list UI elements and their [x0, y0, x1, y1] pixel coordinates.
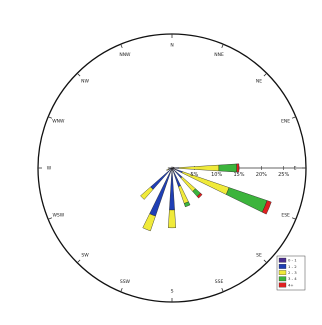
petal-ssw-bin2	[142, 213, 156, 232]
petal-sw-bin2	[140, 186, 154, 200]
ring-label: 5%	[190, 172, 198, 178]
ring-label: 15%	[233, 172, 244, 178]
petal-e-bin2	[178, 164, 220, 172]
direction-label-e: E	[294, 166, 297, 172]
direction-label-se: SE	[256, 253, 262, 259]
compass-tick	[221, 44, 224, 49]
petal-ssw-bin1	[149, 169, 172, 217]
legend-label: 3 - 4	[288, 276, 297, 281]
petal-se-bin2	[180, 176, 196, 192]
compass-tick	[221, 287, 224, 292]
compass-tick	[48, 217, 53, 220]
direction-label-nne: NNE	[214, 52, 224, 58]
legend-label: 1 - 2	[288, 264, 297, 269]
compass-tick	[120, 287, 123, 292]
rose-petals	[140, 163, 272, 232]
direction-label-sse: SSE	[215, 279, 224, 285]
legend-label: 4+	[288, 282, 294, 287]
compass-tick	[76, 72, 81, 77]
legend-label: 2 - 3	[288, 270, 297, 275]
petal-e-bin1	[176, 167, 179, 169]
direction-label-ssw: SSW	[120, 279, 131, 285]
ring-labels: 5% 10% 15% 20% 25%	[190, 172, 289, 178]
petal-wsw-bin2	[166, 168, 170, 171]
direction-label-w: W	[47, 166, 52, 172]
direction-label-s: S	[171, 289, 174, 295]
petal-ese-bin3	[225, 187, 268, 213]
legend-label: 0 - 1	[288, 258, 297, 263]
direction-label-n: N	[170, 43, 173, 49]
direction-label-wsw: WSW	[52, 213, 64, 219]
direction-label-nw: NW	[81, 79, 89, 85]
direction-labels: N NNE NE ENE E ESE SE SSE S SSW SW WSW W WNW NW NNW	[47, 43, 297, 295]
petal-s-bin2	[168, 209, 176, 229]
compass-tick	[263, 72, 268, 77]
petal-ene-bin0	[171, 166, 175, 169]
compass-tick	[291, 217, 296, 220]
petal-w-bin2	[167, 167, 170, 169]
legend: 0 - 11 - 22 - 33 - 44+	[276, 255, 306, 291]
compass-tick	[263, 259, 268, 264]
compass-tick	[76, 259, 81, 264]
direction-label-ne: NE	[256, 79, 262, 85]
petal-sse-bin3	[183, 201, 191, 208]
direction-label-sw: SW	[81, 253, 89, 259]
petal-e-bin4	[236, 163, 240, 173]
legend-swatch	[278, 276, 287, 282]
compass-tick	[291, 116, 296, 119]
legend-swatch	[278, 264, 287, 269]
direction-label-nnw: NNW	[119, 52, 131, 58]
legend-swatch	[278, 257, 287, 263]
compass-tick	[48, 116, 53, 119]
petal-se-bin4	[196, 192, 203, 199]
petal-sse-bin2	[178, 185, 189, 204]
direction-label-wnw: WNW	[52, 119, 65, 125]
ring-label: 10%	[211, 172, 222, 178]
legend-swatch	[278, 270, 287, 275]
direction-label-ene: ENE	[281, 119, 290, 125]
direction-label-ese: ESE	[281, 213, 290, 219]
petal-e-bin3	[218, 163, 237, 173]
ring-label: 20%	[256, 172, 267, 178]
petal-s-bin1	[169, 169, 175, 211]
ring-label: 25%	[278, 172, 289, 178]
legend-swatch	[278, 282, 287, 288]
petal-ese-bin4	[261, 200, 272, 215]
compass-tick	[120, 44, 123, 49]
